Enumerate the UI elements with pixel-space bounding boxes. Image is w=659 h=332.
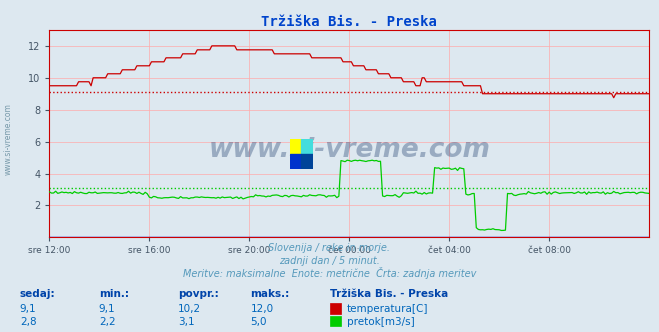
Text: Tržiška Bis. - Preska: Tržiška Bis. - Preska: [330, 289, 447, 299]
Text: www.si-vreme.com: www.si-vreme.com: [3, 104, 13, 175]
Text: sedaj:: sedaj:: [20, 289, 55, 299]
Title: Tržiška Bis. - Preska: Tržiška Bis. - Preska: [262, 15, 437, 29]
Text: 12,0: 12,0: [250, 304, 273, 314]
Text: 3,1: 3,1: [178, 317, 194, 327]
Text: Slovenija / reke in morje.: Slovenija / reke in morje.: [268, 243, 391, 253]
Text: temperatura[C]: temperatura[C]: [347, 304, 428, 314]
Text: maks.:: maks.:: [250, 289, 290, 299]
Text: pretok[m3/s]: pretok[m3/s]: [347, 317, 415, 327]
Bar: [290, 154, 301, 169]
Text: 9,1: 9,1: [99, 304, 115, 314]
Text: 9,1: 9,1: [20, 304, 36, 314]
Bar: [290, 139, 301, 154]
Text: min.:: min.:: [99, 289, 129, 299]
Text: 2,8: 2,8: [20, 317, 36, 327]
Text: Meritve: maksimalne  Enote: metrične  Črta: zadnja meritev: Meritve: maksimalne Enote: metrične Črta…: [183, 267, 476, 279]
Text: 5,0: 5,0: [250, 317, 267, 327]
Bar: [301, 154, 313, 169]
Text: zadnji dan / 5 minut.: zadnji dan / 5 minut.: [279, 256, 380, 266]
Text: povpr.:: povpr.:: [178, 289, 219, 299]
Text: 2,2: 2,2: [99, 317, 115, 327]
Text: 10,2: 10,2: [178, 304, 201, 314]
Text: www.si-vreme.com: www.si-vreme.com: [208, 137, 490, 163]
Bar: [301, 139, 313, 154]
